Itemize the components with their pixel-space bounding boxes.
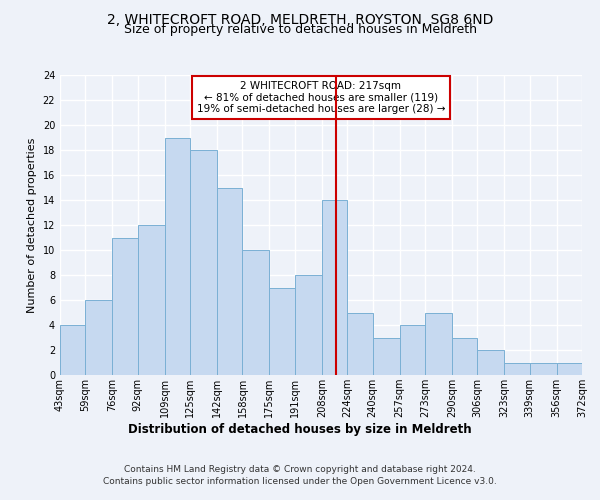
Bar (295, 275, 322, 375)
Bar (373, 338, 400, 375)
Text: 2 WHITECROFT ROAD: 217sqm
← 81% of detached houses are smaller (119)
19% of semi: 2 WHITECROFT ROAD: 217sqm ← 81% of detac… (197, 81, 445, 114)
Bar (165, 138, 190, 375)
Bar (60, 325, 85, 375)
Bar (400, 325, 425, 375)
Bar (504, 362, 530, 375)
Bar (85, 300, 112, 375)
Bar (425, 312, 452, 375)
Text: Size of property relative to detached houses in Meldreth: Size of property relative to detached ho… (124, 22, 476, 36)
Bar (452, 338, 477, 375)
Bar (530, 362, 557, 375)
Text: Contains public sector information licensed under the Open Government Licence v3: Contains public sector information licen… (103, 478, 497, 486)
Text: Contains HM Land Registry data © Crown copyright and database right 2024.: Contains HM Land Registry data © Crown c… (124, 465, 476, 474)
Bar (347, 312, 373, 375)
Bar (190, 150, 217, 375)
Bar (557, 362, 582, 375)
Text: 2, WHITECROFT ROAD, MELDRETH, ROYSTON, SG8 6ND: 2, WHITECROFT ROAD, MELDRETH, ROYSTON, S… (107, 12, 493, 26)
Bar (477, 350, 504, 375)
Bar (322, 200, 347, 375)
Y-axis label: Number of detached properties: Number of detached properties (27, 138, 37, 312)
Bar (138, 225, 165, 375)
Bar (112, 238, 138, 375)
Bar (269, 288, 295, 375)
Bar (242, 250, 269, 375)
Text: Distribution of detached houses by size in Meldreth: Distribution of detached houses by size … (128, 422, 472, 436)
Bar (217, 188, 242, 375)
